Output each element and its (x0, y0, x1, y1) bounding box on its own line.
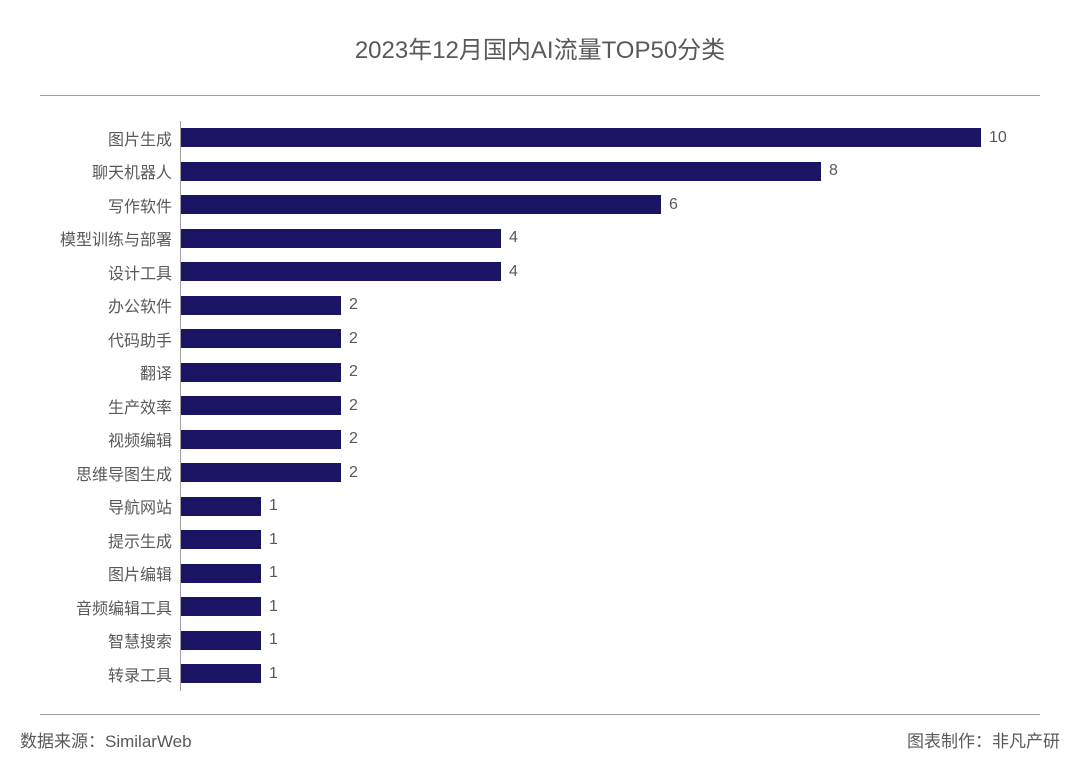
bar-area: 1 (180, 490, 1040, 524)
bar-row: 音频编辑工具 1 (40, 590, 1040, 624)
bar-row: 办公软件 2 (40, 289, 1040, 323)
bar-label: 写作软件 (40, 193, 180, 217)
bar-value: 2 (349, 464, 358, 482)
bar-label: 翻译 (40, 360, 180, 384)
bar (181, 497, 261, 516)
chart-body: 图片生成 10 聊天机器人 8 写作软件 6 模型训练与部署 4 设计工具 4 办公软件 2 代码助手 2… (40, 95, 1040, 715)
bar (181, 195, 661, 214)
bar-label: 图片生成 (40, 126, 180, 150)
bar-area: 2 (180, 389, 1040, 423)
bar (181, 296, 341, 315)
bar-row: 思维导图生成 2 (40, 456, 1040, 490)
bar (181, 329, 341, 348)
bar-area: 2 (180, 356, 1040, 390)
bar (181, 262, 501, 281)
bar-value: 10 (989, 129, 1007, 147)
bar (181, 128, 981, 147)
chart-footer: 数据来源：SimilarWeb 图表制作：非凡产研 (20, 727, 1060, 752)
bar (181, 396, 341, 415)
bar-area: 4 (180, 222, 1040, 256)
bar-area: 1 (180, 624, 1040, 658)
bar-value: 4 (509, 263, 518, 281)
bar (181, 430, 341, 449)
chart-container: 2023年12月国内AI流量TOP50分类 图片生成 10 聊天机器人 8 写作软件 6 模… (0, 0, 1080, 770)
bar-row: 转录工具 1 (40, 657, 1040, 691)
bar-row: 模型训练与部署 4 (40, 222, 1040, 256)
bar (181, 597, 261, 616)
bar (181, 631, 261, 650)
bar-value: 2 (349, 430, 358, 448)
bar-row: 翻译 2 (40, 356, 1040, 390)
bar (181, 530, 261, 549)
bar-label: 智慧搜索 (40, 628, 180, 652)
bar-area: 1 (180, 523, 1040, 557)
bar-label: 导航网站 (40, 494, 180, 518)
data-source: 数据来源：SimilarWeb (20, 727, 192, 752)
bar-value: 2 (349, 397, 358, 415)
bar-value: 1 (269, 631, 278, 649)
bar-label: 视频编辑 (40, 427, 180, 451)
bar-value: 1 (269, 598, 278, 616)
bar-label: 图片编辑 (40, 561, 180, 585)
bar (181, 162, 821, 181)
bar-area: 6 (180, 188, 1040, 222)
bar-value: 1 (269, 497, 278, 515)
bar-row: 设计工具 4 (40, 255, 1040, 289)
bar (181, 363, 341, 382)
bar-label: 聊天机器人 (40, 159, 180, 183)
bar-label: 办公软件 (40, 293, 180, 317)
bar (181, 664, 261, 683)
bar-value: 4 (509, 229, 518, 247)
bar-area: 1 (180, 590, 1040, 624)
bar-area: 2 (180, 322, 1040, 356)
bar-row: 提示生成 1 (40, 523, 1040, 557)
bar-value: 2 (349, 296, 358, 314)
bar-row: 智慧搜索 1 (40, 624, 1040, 658)
bar-area: 2 (180, 423, 1040, 457)
bar-label: 思维导图生成 (40, 461, 180, 485)
bar-value: 1 (269, 531, 278, 549)
bar (181, 463, 341, 482)
bar-area: 2 (180, 456, 1040, 490)
bar (181, 564, 261, 583)
bar-label: 生产效率 (40, 394, 180, 418)
bar-row: 视频编辑 2 (40, 423, 1040, 457)
bar-value: 2 (349, 330, 358, 348)
bar-area: 10 (180, 121, 1040, 155)
bar-row: 生产效率 2 (40, 389, 1040, 423)
bar-row: 代码助手 2 (40, 322, 1040, 356)
bar-label: 代码助手 (40, 327, 180, 351)
bar-area: 4 (180, 255, 1040, 289)
bar-label: 提示生成 (40, 528, 180, 552)
bar-label: 模型训练与部署 (40, 226, 180, 250)
bar-area: 1 (180, 557, 1040, 591)
bar-value: 1 (269, 665, 278, 683)
bar-value: 6 (669, 196, 678, 214)
bar-value: 8 (829, 162, 838, 180)
chart-title: 2023年12月国内AI流量TOP50分类 (40, 30, 1040, 65)
bar-value: 1 (269, 564, 278, 582)
bar-label: 转录工具 (40, 662, 180, 686)
bar-area: 2 (180, 289, 1040, 323)
bar-area: 1 (180, 657, 1040, 691)
bar-area: 8 (180, 155, 1040, 189)
bar-label: 设计工具 (40, 260, 180, 284)
chart-credit: 图表制作：非凡产研 (907, 727, 1060, 752)
bar-row: 导航网站 1 (40, 490, 1040, 524)
bar-label: 音频编辑工具 (40, 595, 180, 619)
bar-row: 聊天机器人 8 (40, 155, 1040, 189)
bar-row: 图片编辑 1 (40, 557, 1040, 591)
bar-row: 图片生成 10 (40, 121, 1040, 155)
bar (181, 229, 501, 248)
bar-value: 2 (349, 363, 358, 381)
bar-row: 写作软件 6 (40, 188, 1040, 222)
